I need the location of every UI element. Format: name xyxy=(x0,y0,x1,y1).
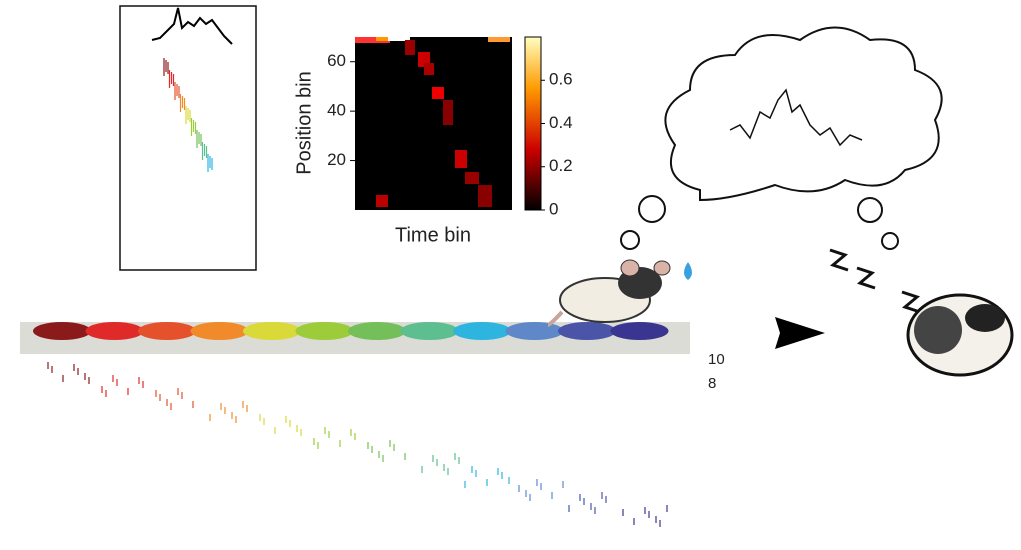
track-label: 10 xyxy=(708,351,725,368)
x-axis-label: Time bin xyxy=(395,224,471,246)
place-field xyxy=(610,322,669,340)
heatmap-cell xyxy=(465,172,479,184)
place-fields xyxy=(33,322,669,340)
colorbar-tick-label: 0.2 xyxy=(549,156,573,175)
place-field xyxy=(400,322,459,340)
place-field xyxy=(138,322,196,340)
y-tick-label: 20 xyxy=(327,150,346,169)
colorbar-tick-label: 0.6 xyxy=(549,70,573,89)
thought-cloud xyxy=(620,26,943,250)
place-field xyxy=(505,322,564,340)
heatmap-cell xyxy=(355,37,390,43)
heatmap-cell xyxy=(376,195,388,207)
colorbar-tick-label: 0 xyxy=(549,199,558,218)
place-field xyxy=(453,322,511,340)
heatmap-cell xyxy=(443,100,453,125)
heatmap-cell xyxy=(432,87,444,99)
box-spikes xyxy=(163,58,213,172)
place-field xyxy=(295,322,354,340)
heatmap-cell xyxy=(455,150,467,168)
track-label: 8 xyxy=(708,375,716,392)
heatmap-cells xyxy=(355,37,510,207)
place-field xyxy=(190,322,249,340)
place-field xyxy=(243,322,301,340)
track-spikes xyxy=(47,362,668,527)
y-tick-label: 60 xyxy=(327,51,346,70)
heatmap-cell xyxy=(376,37,390,41)
heatmap-cell xyxy=(405,40,415,55)
sleep-z xyxy=(829,248,921,314)
heatmap-cell xyxy=(488,37,510,42)
rat-asleep xyxy=(906,293,1014,377)
heatmap-cell xyxy=(388,37,410,41)
lfp-trace xyxy=(151,7,233,45)
colorbar-tick-label: 0.4 xyxy=(549,113,573,132)
place-field xyxy=(85,322,144,340)
arrow xyxy=(770,317,825,349)
heatmap-cell xyxy=(424,63,434,75)
y-tick-label: 40 xyxy=(327,101,346,120)
place-field xyxy=(348,322,406,340)
rat-awake xyxy=(547,259,692,327)
heatmap xyxy=(355,37,512,210)
raster-box xyxy=(119,5,257,271)
colorbar xyxy=(524,36,542,211)
place-field xyxy=(558,322,616,340)
place-field xyxy=(33,322,91,340)
heatmap-cell xyxy=(478,185,492,207)
y-axis-label: Position bin xyxy=(293,71,315,174)
